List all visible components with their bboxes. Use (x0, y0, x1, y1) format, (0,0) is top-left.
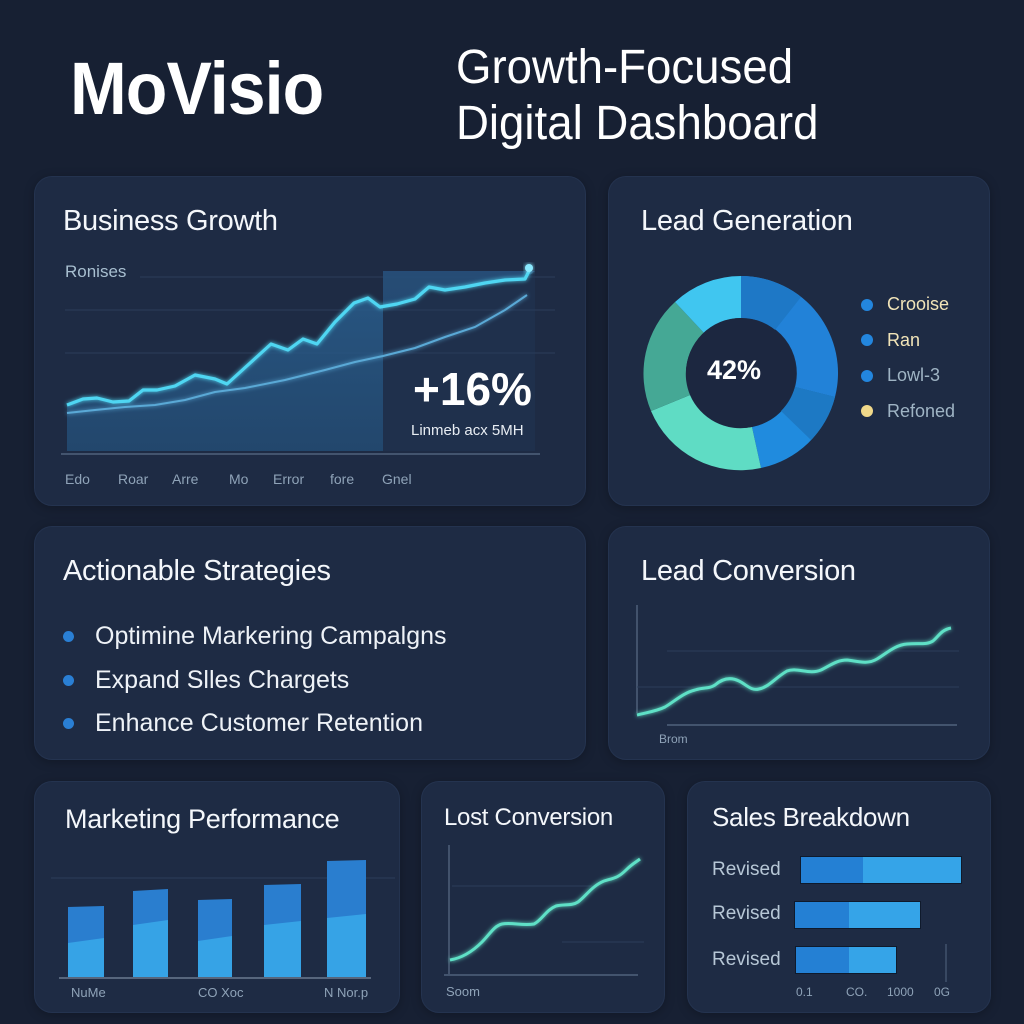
growth-kpi-value: +16% (413, 363, 532, 415)
legend-dot-icon (861, 369, 873, 382)
strategy-item: Enhance Customer Retention (63, 702, 447, 746)
sales-row: Revised (712, 855, 794, 885)
marketing-performance-card: Marketing Performance NuMe CO Xoc N Nor.… (34, 781, 400, 1013)
lead-generation-card: Lead Generation 42% Crooise Ran Lowl-3 R… (608, 176, 990, 506)
legend-dot-icon (861, 405, 873, 418)
card-title: Lost Conversion (444, 804, 613, 831)
strategy-list: Optimine Markering Campalgns Expand Slle… (63, 615, 447, 746)
x-tick: Mo (229, 471, 249, 487)
card-title: Actionable Strategies (63, 555, 331, 587)
sales-row-label: Revised (712, 949, 781, 970)
strategy-text: Expand Slles Chargets (95, 665, 350, 694)
legend-dot-icon (861, 298, 873, 311)
lead-conversion-card: Lead Conversion Brom (608, 526, 990, 760)
x-tick: fore (330, 471, 355, 487)
growth-kpi-caption: Linmeb acx 5MH (411, 422, 524, 439)
donut-center-value: 42% (707, 355, 762, 385)
x-tick: 1000 (887, 985, 914, 999)
sales-bar (795, 946, 897, 974)
card-title: Sales Breakdown (712, 802, 910, 832)
lead-conversion-chart (636, 605, 959, 726)
sales-bar (794, 901, 921, 929)
legend-label: Lowl-3 (887, 365, 941, 386)
card-title: Marketing Performance (65, 804, 340, 834)
strategy-text: Enhance Customer Retention (95, 709, 423, 738)
x-tick: N Nor.p (324, 985, 369, 1000)
legend-item: Lowl-3 (861, 358, 955, 394)
brand-logo: MoVisio (70, 47, 324, 130)
page-title-line-2: Digital Dashboard (456, 97, 819, 150)
sales-row: Revised (712, 899, 794, 929)
strategy-text: Optimine Markering Campalgns (95, 622, 447, 651)
card-title: Lead Generation (641, 205, 853, 237)
legend-item: Refoned (861, 394, 955, 430)
x-axis-label: Brom (659, 732, 688, 746)
bullet-icon (63, 674, 74, 686)
page-title-line-1: Growth-Focused (456, 41, 794, 94)
legend-item: Crooise (861, 287, 955, 323)
legend-dot-icon (861, 334, 873, 347)
lead-donut-chart (643, 276, 839, 471)
sales-row: Revised (712, 945, 794, 975)
page-title: Growth-Focused Digital Dashboard (456, 40, 818, 152)
sales-row-label: Revised (712, 903, 781, 924)
strategy-item: Expand Slles Chargets (63, 659, 447, 703)
legend-label: Crooise (887, 294, 950, 315)
x-tick: Arre (172, 471, 199, 487)
x-tick: Gnel (382, 471, 412, 487)
legend-label: Refoned (887, 400, 956, 421)
x-axis-label: Soom (446, 984, 480, 999)
x-tick: CO Xoc (198, 985, 244, 1000)
strategy-item: Optimine Markering Campalgns (63, 615, 447, 659)
card-title: Business Growth (63, 205, 278, 237)
bullet-icon (63, 631, 74, 643)
donut-legend: Crooise Ran Lowl-3 Refoned (861, 287, 955, 429)
x-tick: CO. (846, 985, 868, 999)
lost-conversion-card: Lost Conversion Soom (421, 781, 665, 1013)
sales-bar (800, 856, 962, 884)
x-tick: Roar (118, 471, 149, 487)
business-growth-card: Business Growth Ronises +16% Linmeb acx … (34, 176, 586, 506)
card-title: Lead Conversion (641, 555, 856, 587)
legend-label: Ran (887, 329, 921, 350)
sales-breakdown-card: Sales Breakdown Revised Revised Revised … (687, 781, 991, 1013)
business-growth-chart (61, 264, 555, 455)
sales-axis (945, 944, 947, 982)
legend-item: Ran (861, 323, 955, 359)
sales-row-label: Revised (712, 859, 781, 880)
actionable-strategies-card: Actionable Strategies Optimine Markering… (34, 526, 586, 760)
series-label: Ronises (65, 262, 127, 281)
x-tick: NuMe (71, 985, 106, 1000)
marketing-bar-chart (51, 860, 395, 979)
bullet-icon (63, 718, 74, 730)
x-tick: Error (273, 471, 305, 487)
lost-conversion-chart (444, 845, 644, 976)
x-tick: 0.1 (796, 985, 813, 999)
x-tick: Edo (65, 471, 90, 487)
x-tick: 0G (934, 985, 951, 999)
